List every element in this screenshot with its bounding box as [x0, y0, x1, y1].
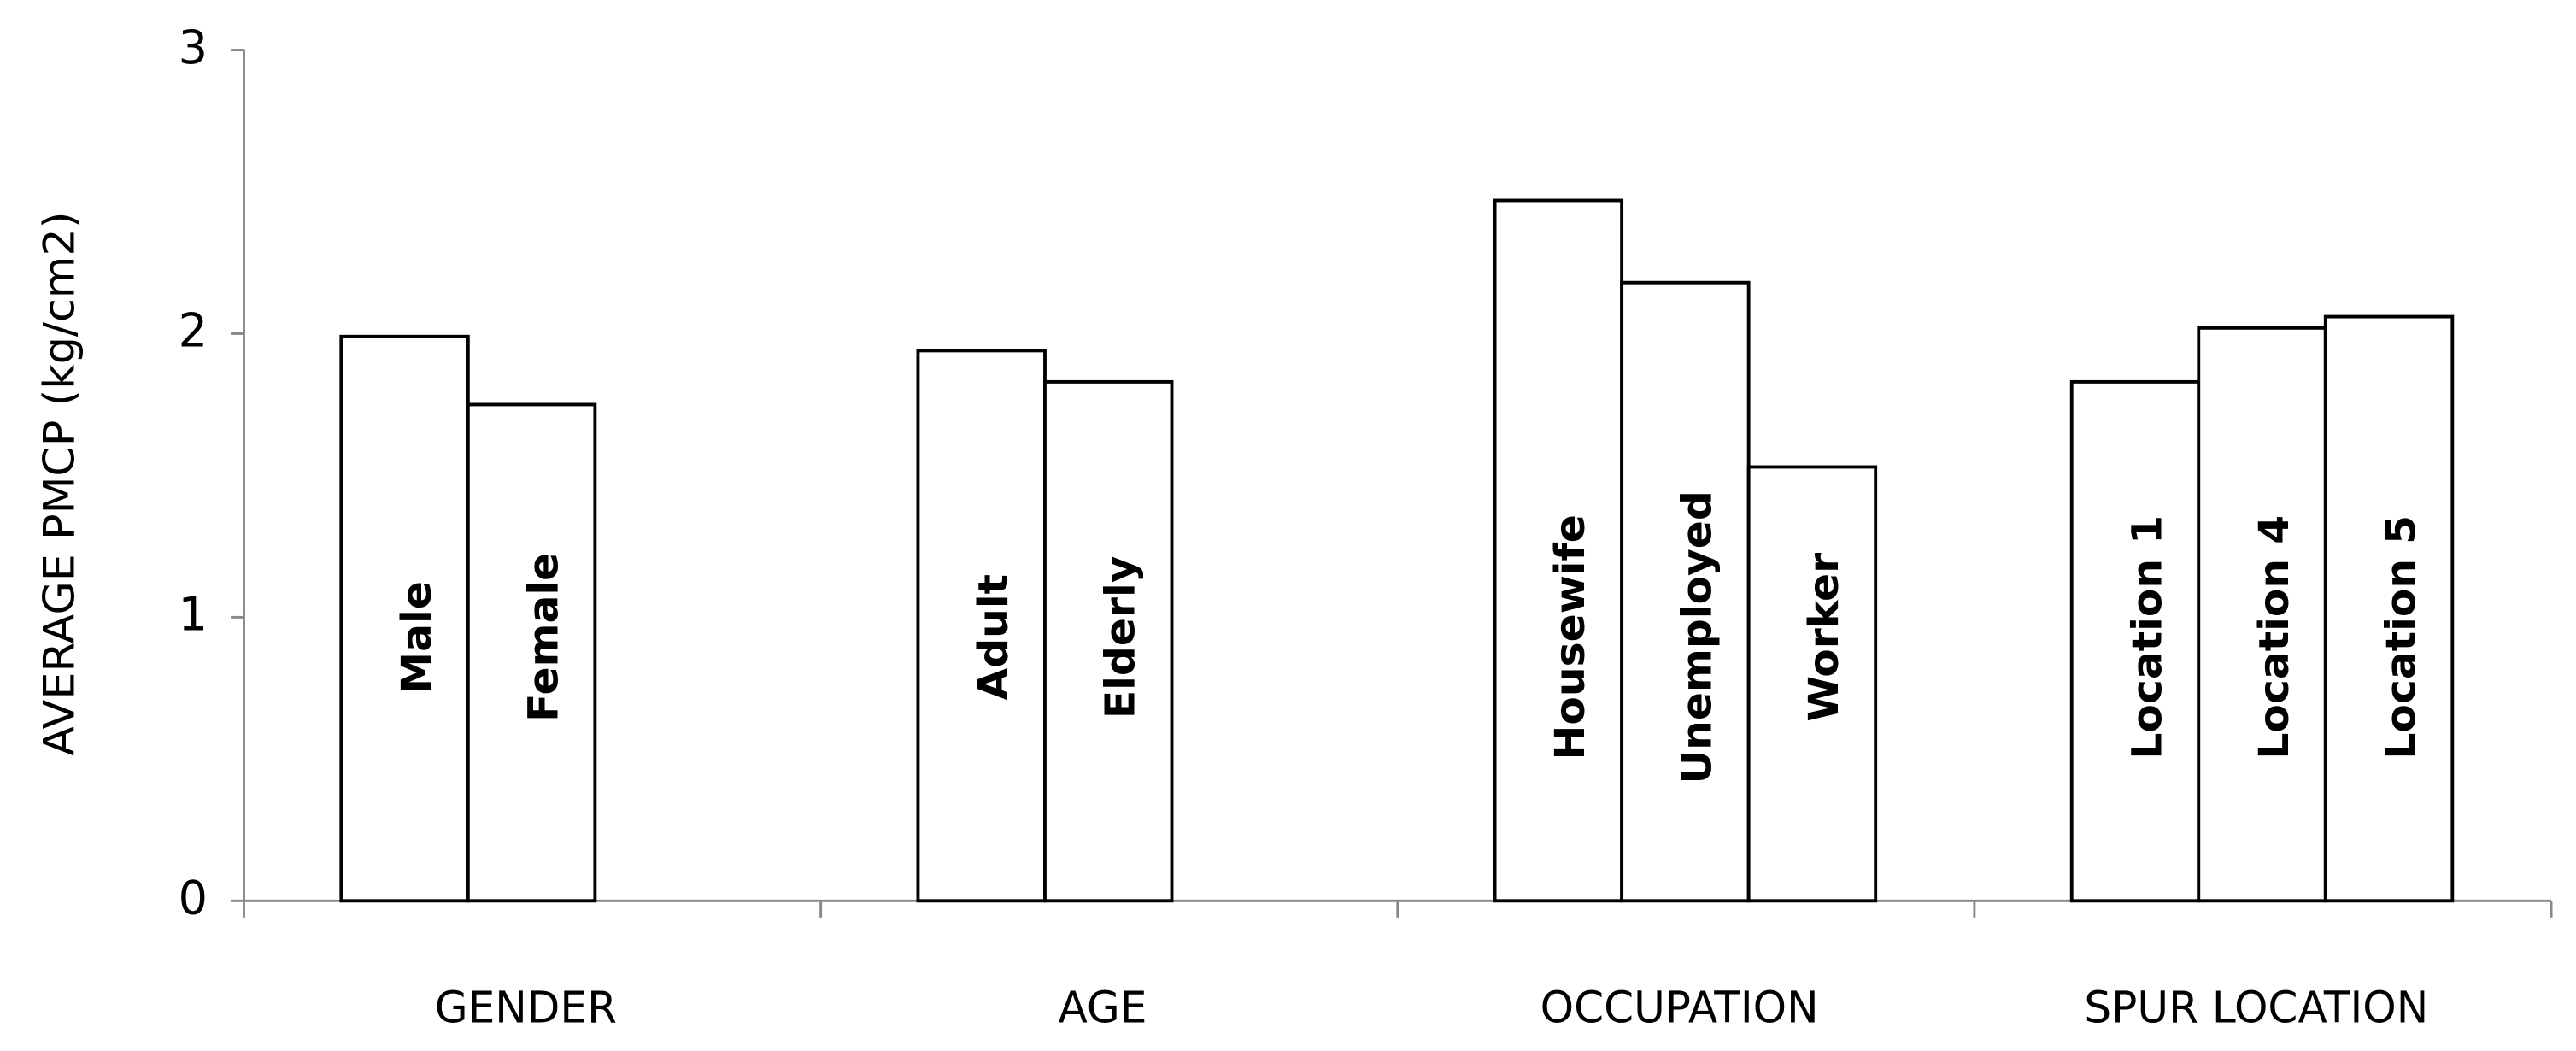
y-axis-title: AVERAGE PMCP (kg/cm2) — [34, 212, 85, 756]
bar-label: Worker — [1800, 553, 1848, 722]
group-label: OCCUPATION — [1540, 982, 1819, 1032]
bar-label: Unemployed — [1674, 490, 1722, 784]
bar — [339, 334, 470, 903]
group-label: SPUR LOCATION — [2084, 982, 2428, 1032]
bar — [1493, 198, 1624, 903]
bar-label: Adult — [970, 574, 1018, 700]
bar-label: Elderly — [1097, 555, 1145, 719]
group-label: AGE — [1059, 982, 1147, 1032]
bar — [1620, 280, 1751, 903]
bar — [1746, 465, 1878, 903]
bar — [2197, 326, 2327, 903]
bar-label: Location 4 — [2250, 515, 2298, 760]
bar — [466, 402, 597, 903]
bar-label: Location 5 — [2378, 515, 2426, 760]
y-tick-label: 2 — [179, 303, 208, 357]
group-label: GENDER — [435, 982, 617, 1032]
y-tick-label: 1 — [179, 587, 208, 641]
bar-label: Location 1 — [2124, 515, 2172, 760]
bar-label: Male — [393, 581, 441, 693]
bar-label: Housewife — [1546, 514, 1594, 760]
bar-label: Female — [520, 553, 568, 722]
bar — [1043, 379, 1174, 903]
y-tick-label: 0 — [179, 871, 208, 925]
y-tick-label: 3 — [179, 21, 208, 74]
bar — [2323, 314, 2455, 903]
